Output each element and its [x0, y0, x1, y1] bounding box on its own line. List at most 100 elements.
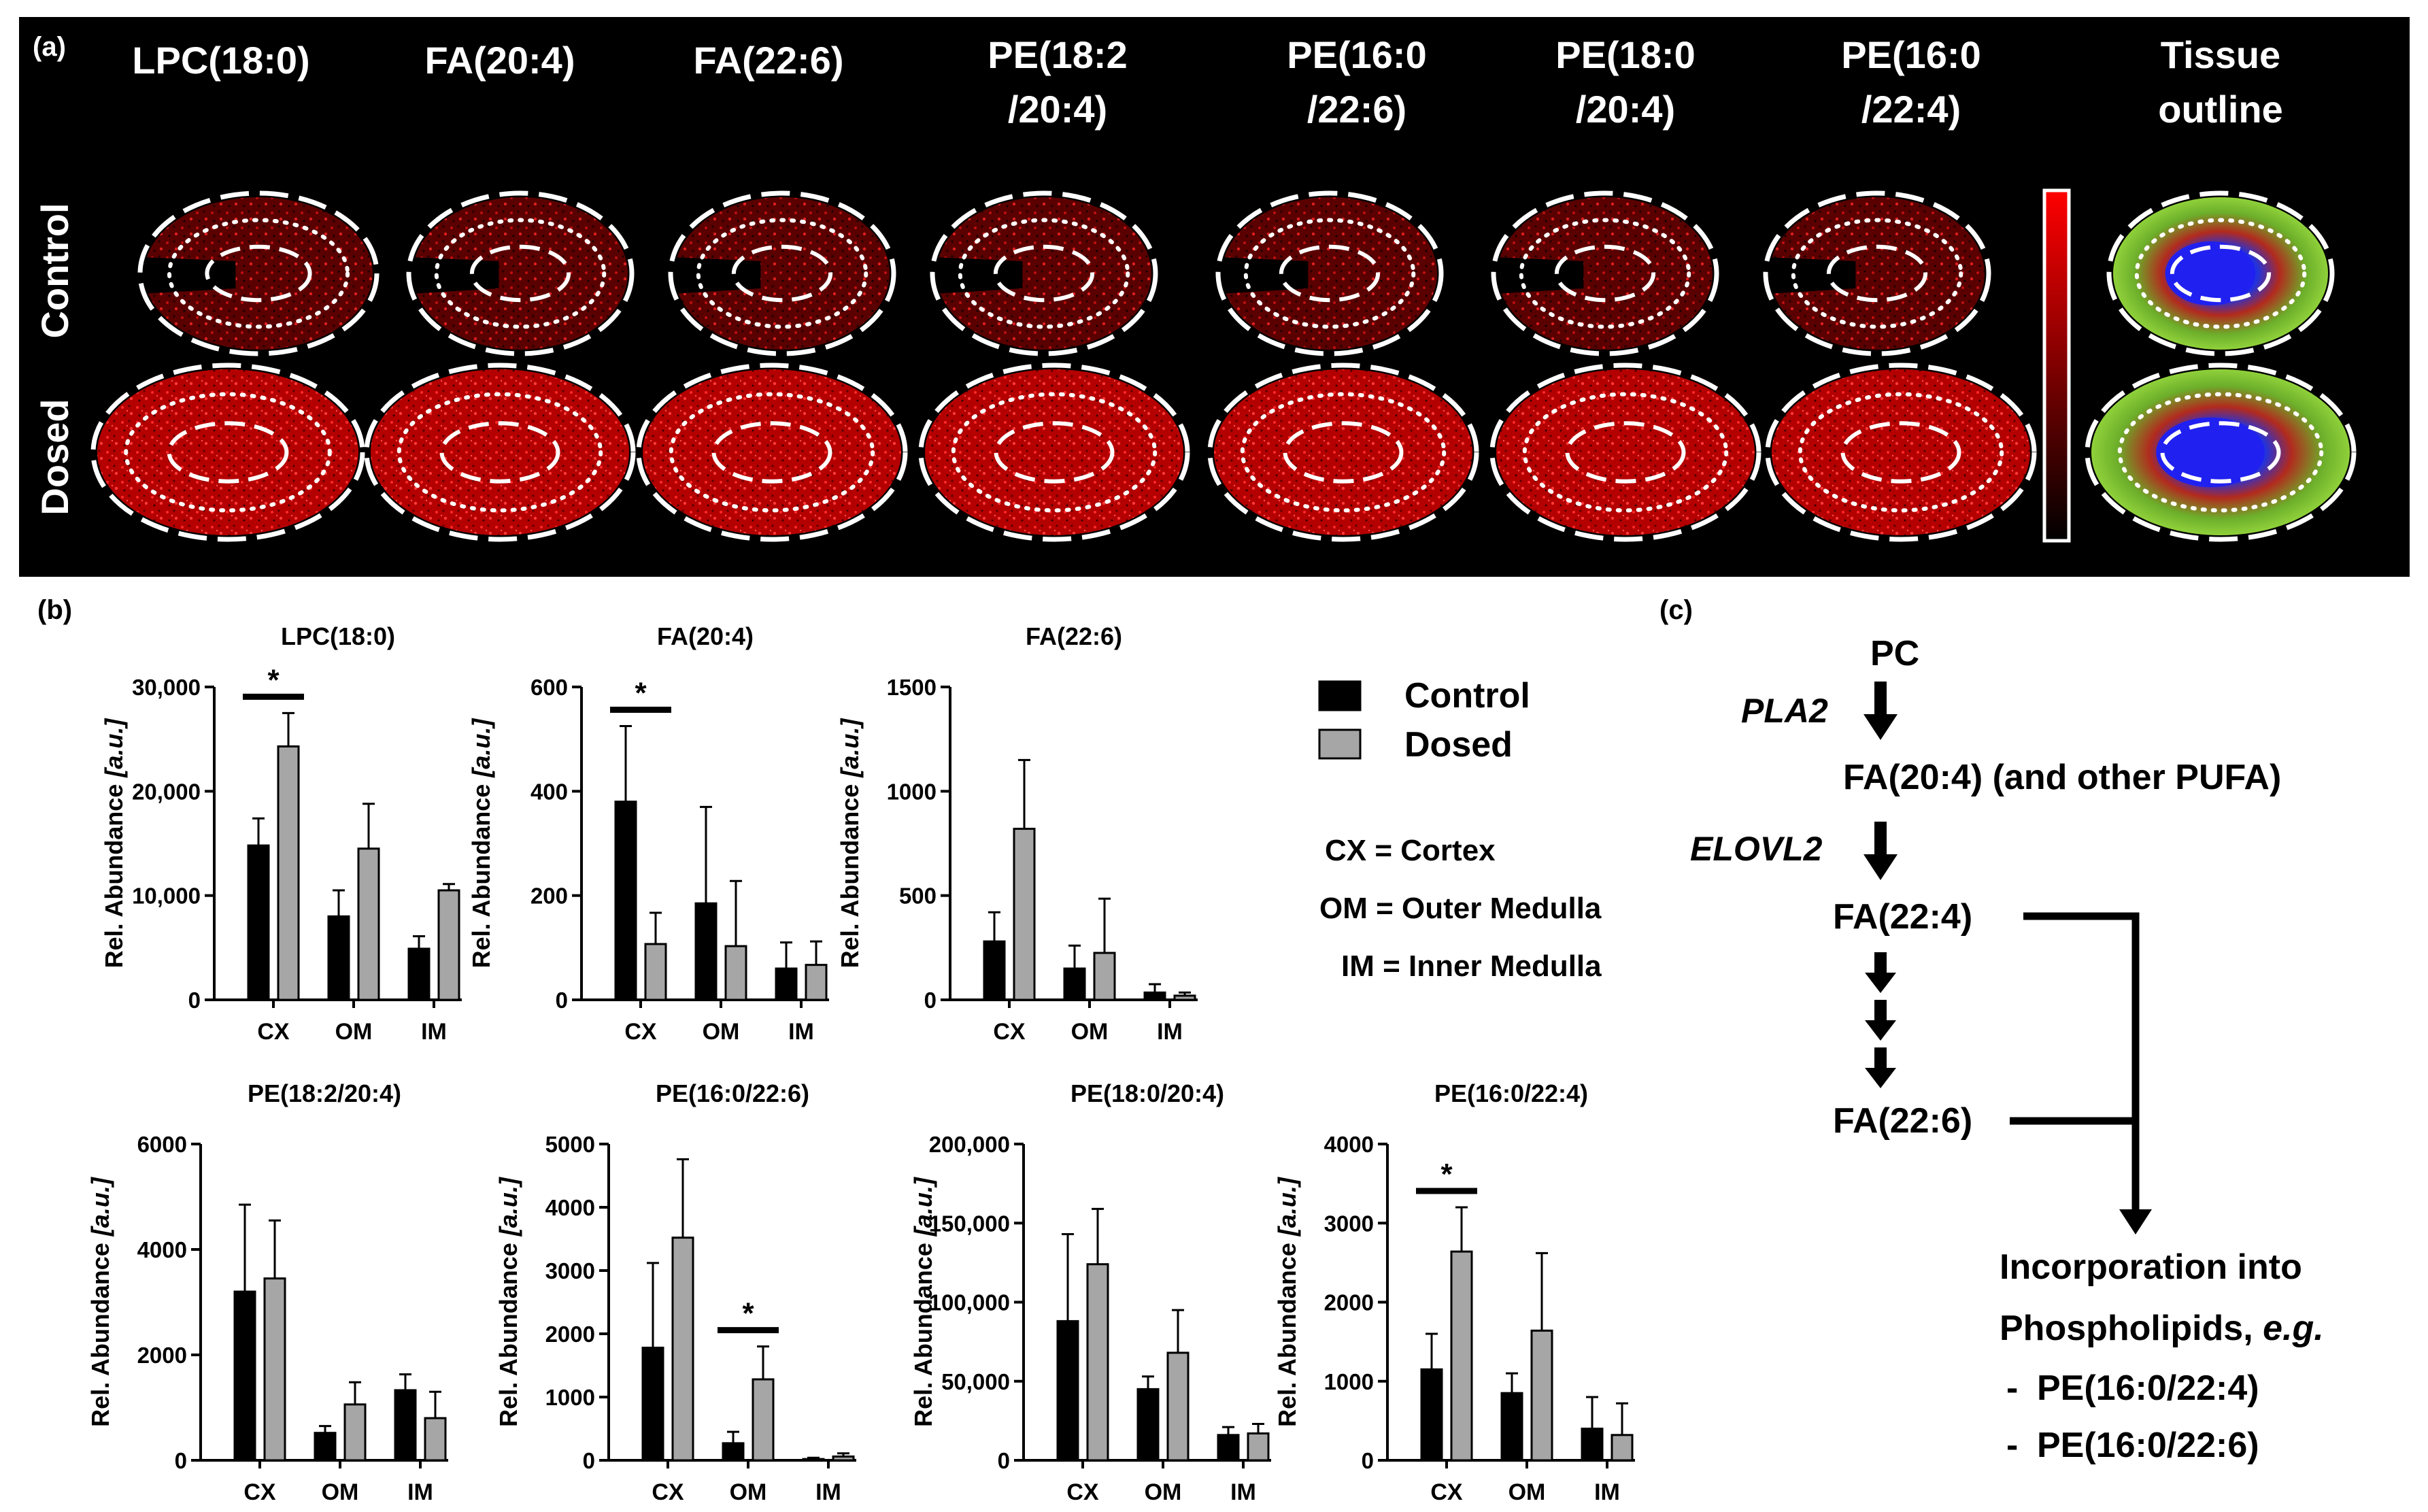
incorporation-line2-text: Phospholipids, — [2000, 1309, 2263, 1348]
chart-pe-18-2-20-4-ytick-label: 2000 — [137, 1343, 187, 1368]
example-pe-16-0-22-6: PE(16:0/22:6) — [2037, 1426, 2259, 1465]
chart-pe-18-0-20-4-bar-dosed-om — [1166, 1351, 1190, 1462]
chart-pe-16-0-22-4-ytick-label: 0 — [1362, 1448, 1374, 1473]
panel-a-label: (a) — [33, 32, 66, 62]
chart-pe-18-2-20-4-bar-control-im — [394, 1389, 417, 1462]
incorporation-connector — [2010, 912, 2140, 1211]
chart-pe-16-0-22-6-bar-dosed-om — [752, 1378, 775, 1462]
chart-fa-22-6-ytick-label: 1000 — [887, 779, 937, 804]
control-tissue-section-5 — [1215, 190, 1444, 356]
chart-pe-18-2-20-4-xtick-cx: CX — [243, 1479, 276, 1505]
dosed-tissue-section-6 — [1489, 363, 1761, 542]
column-header-7: PE(16:0 — [1841, 33, 1980, 76]
chart-pe-18-0-20-4-ytick-label: 200,000 — [929, 1132, 1010, 1157]
dosed-tissue-section-5 — [1207, 363, 1479, 542]
row-label-dosed: Dosed — [33, 399, 76, 515]
control-tissue-section-2 — [406, 190, 635, 356]
chart-fa-20-4-bar-dosed-im — [805, 964, 828, 1001]
chart-pe-16-0-22-4-bar-dosed-im — [1611, 1434, 1634, 1462]
chart-pe-18-2-20-4: PE(18:2/20:4) 0 2000 4000 6000 Rel. Abundance… — [86, 1079, 448, 1505]
enzyme-elovl2: ELOVL2 — [1690, 830, 1823, 868]
chart-pe-16-0-22-4-ytick-label: 1000 — [1324, 1369, 1374, 1394]
chart-pe-18-2-20-4-xtick-im: IM — [407, 1479, 433, 1505]
chart-pe-16-0-22-4-bar-dosed-cx — [1450, 1250, 1473, 1462]
chart-fa-22-6-bar-control-cx — [983, 940, 1006, 1001]
chart-fa-20-4-xtick-cx: CX — [624, 1019, 657, 1045]
arrow-fa224-step-1 — [1865, 952, 1896, 993]
chart-pe-18-2-20-4-ytick-label: 6000 — [137, 1132, 187, 1157]
chart-pe-16-0-22-6-xtick-om: OM — [730, 1479, 767, 1505]
chart-pe-16-0-22-4-y-label: Rel. Abundance [a.u.] — [1273, 1177, 1301, 1427]
example-pe-16-0-22-4: PE(16:0/22:4) — [2037, 1368, 2259, 1408]
abbrev-cortex: CX = Cortex — [1325, 834, 1496, 867]
chart-pe-16-0-22-4: PE(16:0/22:4) 0 1000 2000 3000 4000 Rel. Abund… — [1273, 1079, 1635, 1505]
chart-fa-22-6-ytick-label: 1500 — [887, 675, 937, 700]
chart-pe-16-0-22-6-title: PE(16:0/22:6) — [656, 1079, 809, 1107]
chart-lpc-18-0-y-label: Rel. Abundance [a.u.] — [100, 718, 128, 969]
chart-fa-22-6: FA(22:6) 0 500 1000 1500 Rel. Abundance [a.u.… — [836, 622, 1198, 1045]
chart-fa-22-6-ytick-label: 500 — [899, 884, 937, 909]
chart-lpc-18-0-ytick-label: 0 — [188, 988, 201, 1013]
chart-fa-20-4-bar-control-om — [694, 902, 718, 1001]
bullet-1: - — [2006, 1368, 2018, 1408]
chart-lpc-18-0-xtick-im: IM — [421, 1019, 447, 1045]
chart-pe-16-0-22-6-ytick-label: 2000 — [545, 1322, 595, 1347]
control-tissue-section-1 — [137, 190, 380, 356]
chart-fa-22-6-xtick-om: OM — [1071, 1019, 1109, 1045]
chart-lpc-18-0-ytick-label: 30,000 — [132, 675, 201, 700]
chart-fa-20-4-y-label: Rel. Abundance [a.u.] — [467, 718, 495, 969]
arrow-fa204-to-fa224 — [1864, 822, 1898, 880]
arrow-fa224-step-2 — [1865, 1000, 1896, 1041]
chart-pe-16-0-22-4-title: PE(16:0/22:4) — [1434, 1079, 1588, 1107]
abbrev-outer-medulla: OM = Outer Medulla — [1319, 892, 1602, 925]
control-tissue-section-7 — [1763, 190, 1991, 356]
row-label-control: Control — [33, 203, 76, 338]
dosed-tissue-section-4 — [918, 363, 1190, 542]
chart-pe-16-0-22-6-bar-control-im — [802, 1458, 825, 1462]
imaging-panel: (a) LPC(18:0) FA(20:4) FA(22:6) PE(18:2/20:… — [19, 17, 2410, 577]
chart-pe-16-0-22-4-ytick-label: 2000 — [1324, 1290, 1374, 1315]
legend: Control Dosed — [1318, 676, 1530, 765]
chart-pe-18-0-20-4-xtick-om: OM — [1145, 1479, 1182, 1505]
chart-pe-18-2-20-4-bar-dosed-im — [424, 1417, 447, 1462]
intensity-color-scale — [2042, 188, 2071, 543]
chart-pe-16-0-22-6-ytick-label: 5000 — [545, 1132, 595, 1157]
chart-fa-20-4-title: FA(20:4) — [657, 622, 754, 650]
chart-fa-20-4-significance-star: * — [635, 677, 647, 710]
chart-pe-16-0-22-4-bar-control-cx — [1420, 1368, 1443, 1462]
chart-pe-18-0-20-4-title: PE(18:0/20:4) — [1070, 1079, 1224, 1107]
chart-fa-20-4-ytick-label: 400 — [530, 779, 568, 804]
chart-lpc-18-0-title: LPC(18:0) — [281, 622, 395, 650]
chart-pe-16-0-22-6: PE(16:0/22:6) 0 1000 2000 3000 4000 5000 Rel. A… — [494, 1079, 856, 1505]
chart-pe-16-0-22-6-ytick-label: 4000 — [545, 1195, 595, 1220]
chart-pe-16-0-22-6-significance-star: * — [742, 1297, 754, 1330]
chart-pe-18-2-20-4-y-label: Rel. Abundance [a.u.] — [86, 1177, 114, 1427]
chart-lpc-18-0-xtick-om: OM — [335, 1019, 373, 1045]
chart-fa-20-4-bar-control-im — [775, 967, 798, 1001]
chart-fa-22-6-bar-dosed-im — [1173, 994, 1196, 1001]
control-tissue-section-8 — [2106, 190, 2335, 356]
chart-fa-22-6-bar-control-om — [1063, 967, 1086, 1001]
column-header-5-line2: /22:6) — [1307, 88, 1406, 131]
chart-lpc-18-0-significance-star: * — [267, 663, 280, 696]
chart-pe-18-0-20-4-ytick-label: 0 — [998, 1448, 1010, 1473]
chart-pe-16-0-22-6-bar-dosed-im — [832, 1455, 855, 1462]
chart-pe-18-2-20-4-bar-dosed-cx — [263, 1277, 286, 1462]
chart-pe-18-0-20-4: PE(18:0/20:4) 0 50,000 100,000 150,000 200,00… — [909, 1079, 1271, 1505]
column-header-7-line2: /22:4) — [1861, 88, 1961, 131]
node-fa-22-4: FA(22:4) — [1833, 897, 1972, 937]
panel-b-label: (b) — [37, 595, 72, 625]
chart-pe-16-0-22-6-ytick-label: 0 — [583, 1448, 595, 1473]
legend-label-control: Control — [1404, 676, 1530, 716]
chart-pe-16-0-22-4-xtick-cx: CX — [1430, 1479, 1463, 1505]
chart-lpc-18-0-bar-dosed-cx — [277, 745, 300, 1001]
dosed-tissue-section-1 — [90, 363, 365, 542]
chart-lpc-18-0-xtick-cx: CX — [257, 1019, 290, 1045]
panel-c-label: (c) — [1659, 595, 1693, 625]
chart-pe-18-0-20-4-bar-control-im — [1217, 1434, 1240, 1462]
dosed-tissue-section-7 — [1765, 363, 2037, 542]
chart-pe-16-0-22-4-bar-control-im — [1581, 1428, 1604, 1462]
column-header-6-line2: /20:4) — [1576, 88, 1675, 131]
column-header-1: LPC(18:0) — [132, 39, 309, 82]
